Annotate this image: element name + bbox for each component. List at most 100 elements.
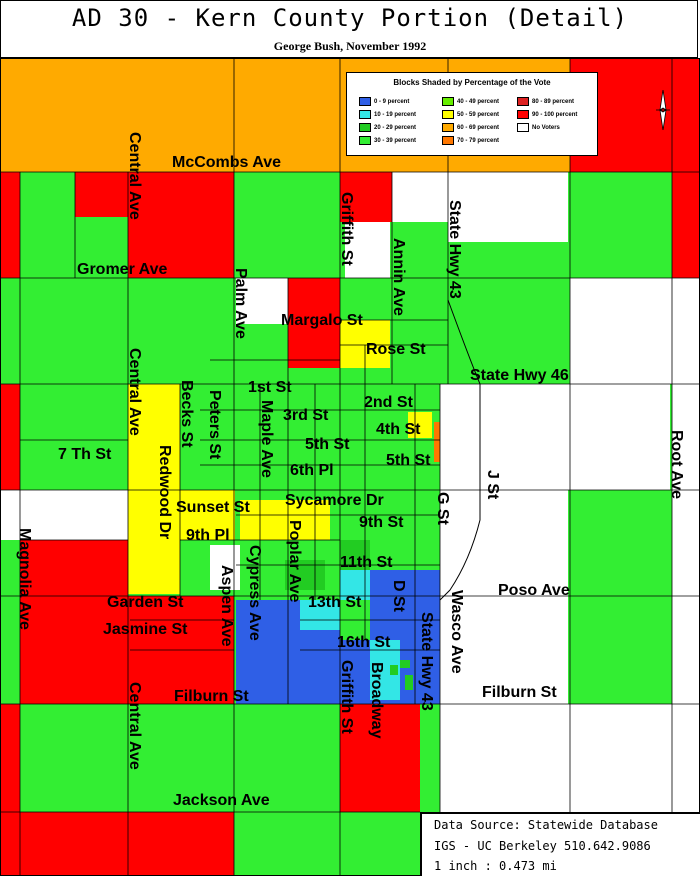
legend-item: 30 - 39 percent: [359, 136, 416, 145]
block-orange-hwy: [434, 422, 440, 462]
legend-swatch: [359, 136, 371, 145]
block-white-2: [236, 278, 288, 324]
label-g-st: G St: [434, 492, 451, 525]
block-white-7: [0, 490, 128, 540]
legend-swatch: [442, 110, 454, 119]
label-state-hwy-43-bottom: State Hwy 43: [418, 612, 435, 711]
label-margalo-st: Margalo St: [281, 312, 363, 329]
label-sycamore-dr: Sycamore Dr: [285, 492, 384, 509]
precinct-map: [0, 58, 700, 876]
label-wasco-ave: Wasco Ave: [448, 590, 465, 674]
block-red-central-n: [128, 172, 234, 278]
block-white-10: [672, 384, 700, 704]
label-poso-ave: Poso Ave: [498, 582, 570, 599]
label-13th-st: 13th St: [308, 594, 362, 611]
label-state-hwy-46: State Hwy 46: [470, 367, 569, 384]
block-red-margalo: [288, 278, 340, 368]
block-red-ne-strip: [672, 58, 700, 278]
label-jackson-ave: Jackson Ave: [173, 792, 270, 809]
legend-swatch: [359, 110, 371, 119]
map-subtitle: George Bush, November 1992: [273, 39, 427, 53]
block-cyan-3: [300, 600, 340, 630]
legend-label: No Voters: [532, 125, 560, 132]
legend-item: 50 - 59 percent: [442, 110, 499, 119]
label-j-st: J St: [484, 470, 501, 500]
block-white-1: [392, 172, 450, 222]
label-garden-st: Garden St: [107, 594, 184, 611]
label-annin-ave: Annin Ave: [390, 238, 407, 316]
label-5th-st: 5th St: [305, 436, 350, 453]
block-red-w2: [0, 384, 20, 490]
north-arrow-icon: [656, 90, 670, 130]
label-rose-st: Rose St: [366, 341, 426, 358]
label-magnolia-ave: Magnolia Ave: [16, 528, 33, 630]
label-aspen-ave: Aspen Ave: [218, 565, 235, 647]
block-red-w3: [0, 704, 20, 876]
label-palm-ave: Palm Ave: [232, 268, 249, 339]
legend-label: 80 - 89 percent: [532, 99, 575, 106]
legend: Blocks Shaded by Percentage of the Vote …: [346, 72, 598, 156]
label-maple-ave: Maple Ave: [258, 400, 275, 478]
label-9th-pl: 9th Pl: [186, 527, 230, 544]
legend-item: 90 - 100 percent: [517, 110, 577, 119]
title-box: [0, 0, 698, 58]
legend-swatch: [517, 110, 529, 119]
block-white-8: [440, 596, 568, 704]
block-red-central-n2: [75, 172, 128, 217]
label-poplar-ave: Poplar Ave: [286, 520, 303, 603]
label-redwood-dr: Redwood Dr: [156, 445, 173, 540]
label-state-hwy-43-top: State Hwy 43: [446, 200, 463, 299]
legend-label: 40 - 49 percent: [457, 99, 500, 106]
label-cypress-ave: Cypress Ave: [246, 545, 263, 641]
label-7th-st: 7 Th St: [58, 446, 112, 463]
legend-item: 70 - 79 percent: [442, 136, 499, 145]
label-sunset-st: Sunset St: [176, 499, 250, 516]
legend-label: 20 - 29 percent: [374, 125, 417, 132]
legend-swatch: [517, 97, 529, 106]
source-line-1: Data Source: Statewide Database: [434, 818, 658, 832]
legend-label: 60 - 69 percent: [457, 125, 500, 132]
legend-item: 10 - 19 percent: [359, 110, 416, 119]
legend-title: Blocks Shaded by Percentage of the Vote: [393, 78, 551, 87]
label-2nd-st: 2nd St: [364, 394, 413, 411]
block-red-sw: [20, 812, 234, 876]
label-6th-pl: 6th Pl: [290, 462, 334, 479]
label-filburn-st-right: Filburn St: [482, 684, 557, 701]
block-dkgreen-1: [400, 660, 410, 668]
legend-item: 60 - 69 percent: [442, 123, 499, 132]
label-central-ave-mid: Central Ave: [126, 348, 143, 436]
source-box: Data Source: Statewide Database IGS - UC…: [420, 812, 700, 876]
block-white-11: [210, 545, 240, 590]
legend-item: No Voters: [517, 123, 560, 132]
label-jasmine-st: Jasmine St: [103, 621, 188, 638]
block-white-3: [448, 172, 568, 242]
label-griffith-st-bottom: Griffith St: [338, 660, 355, 734]
label-3rd-st: 3rd St: [283, 407, 329, 424]
label-1st-st: 1st St: [248, 379, 292, 396]
legend-swatch: [359, 123, 371, 132]
label-16th-st: 16th St: [337, 634, 391, 651]
legend-item: 20 - 29 percent: [359, 123, 416, 132]
legend-label: 70 - 79 percent: [457, 138, 500, 145]
label-central-ave-top: Central Ave: [126, 132, 143, 220]
block-red-griffith-s: [340, 704, 420, 812]
label-11th-st: 11th St: [340, 554, 393, 571]
legend-item: 0 - 9 percent: [359, 97, 409, 106]
map-title: AD 30 - Kern County Portion (Detail): [71, 4, 629, 32]
label-4th-st: 4th St: [376, 421, 421, 438]
block-yellow-redwood: [128, 384, 180, 594]
street-grid: [0, 58, 700, 876]
legend-swatch: [442, 123, 454, 132]
block-white-12: [345, 222, 390, 278]
block-white-6: [440, 490, 568, 596]
label-gromer-ave: Gromer Ave: [77, 261, 168, 278]
label-griffith-st-top: Griffith St: [338, 192, 355, 266]
block-yellow-redwood-2: [180, 490, 235, 540]
legend-label: 10 - 19 percent: [374, 112, 417, 119]
label-9th-st: 9th St: [359, 514, 404, 531]
block-red-magnolia: [20, 540, 128, 704]
block-white-4: [570, 278, 700, 384]
label-peters-st: Peters St: [206, 390, 223, 460]
label-filburn-st-left: Filburn St: [174, 688, 249, 705]
legend-label: 30 - 39 percent: [374, 138, 417, 145]
